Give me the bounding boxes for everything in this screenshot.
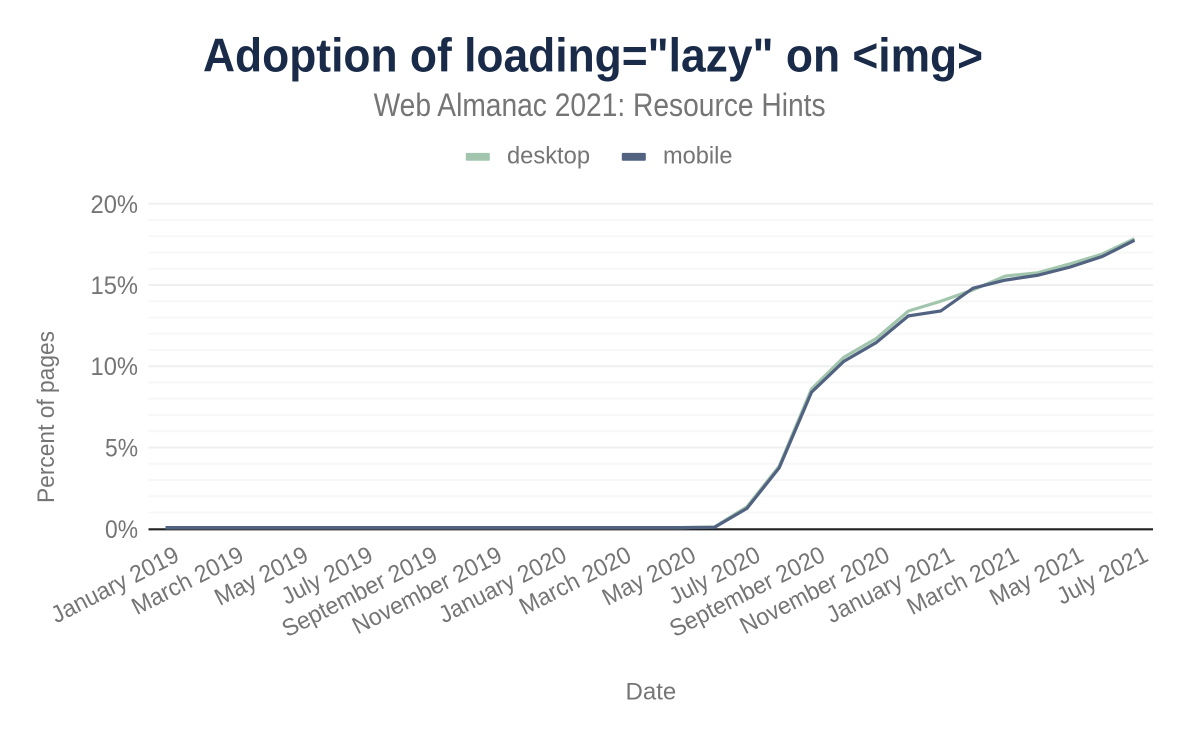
svg-text:Percent of pages: Percent of pages xyxy=(33,331,60,503)
svg-text:5%: 5% xyxy=(105,435,138,463)
svg-text:Adoption of loading="lazy" on: Adoption of loading="lazy" on <img> xyxy=(203,29,983,82)
svg-text:20%: 20% xyxy=(91,191,139,219)
svg-text:Date: Date xyxy=(626,679,677,706)
svg-text:desktop: desktop xyxy=(507,143,590,170)
svg-text:0%: 0% xyxy=(105,516,138,544)
svg-text:10%: 10% xyxy=(91,353,139,381)
svg-text:mobile: mobile xyxy=(663,143,733,170)
svg-text:Web Almanac 2021: Resource Hin: Web Almanac 2021: Resource Hints xyxy=(374,87,826,123)
svg-text:15%: 15% xyxy=(91,272,139,300)
